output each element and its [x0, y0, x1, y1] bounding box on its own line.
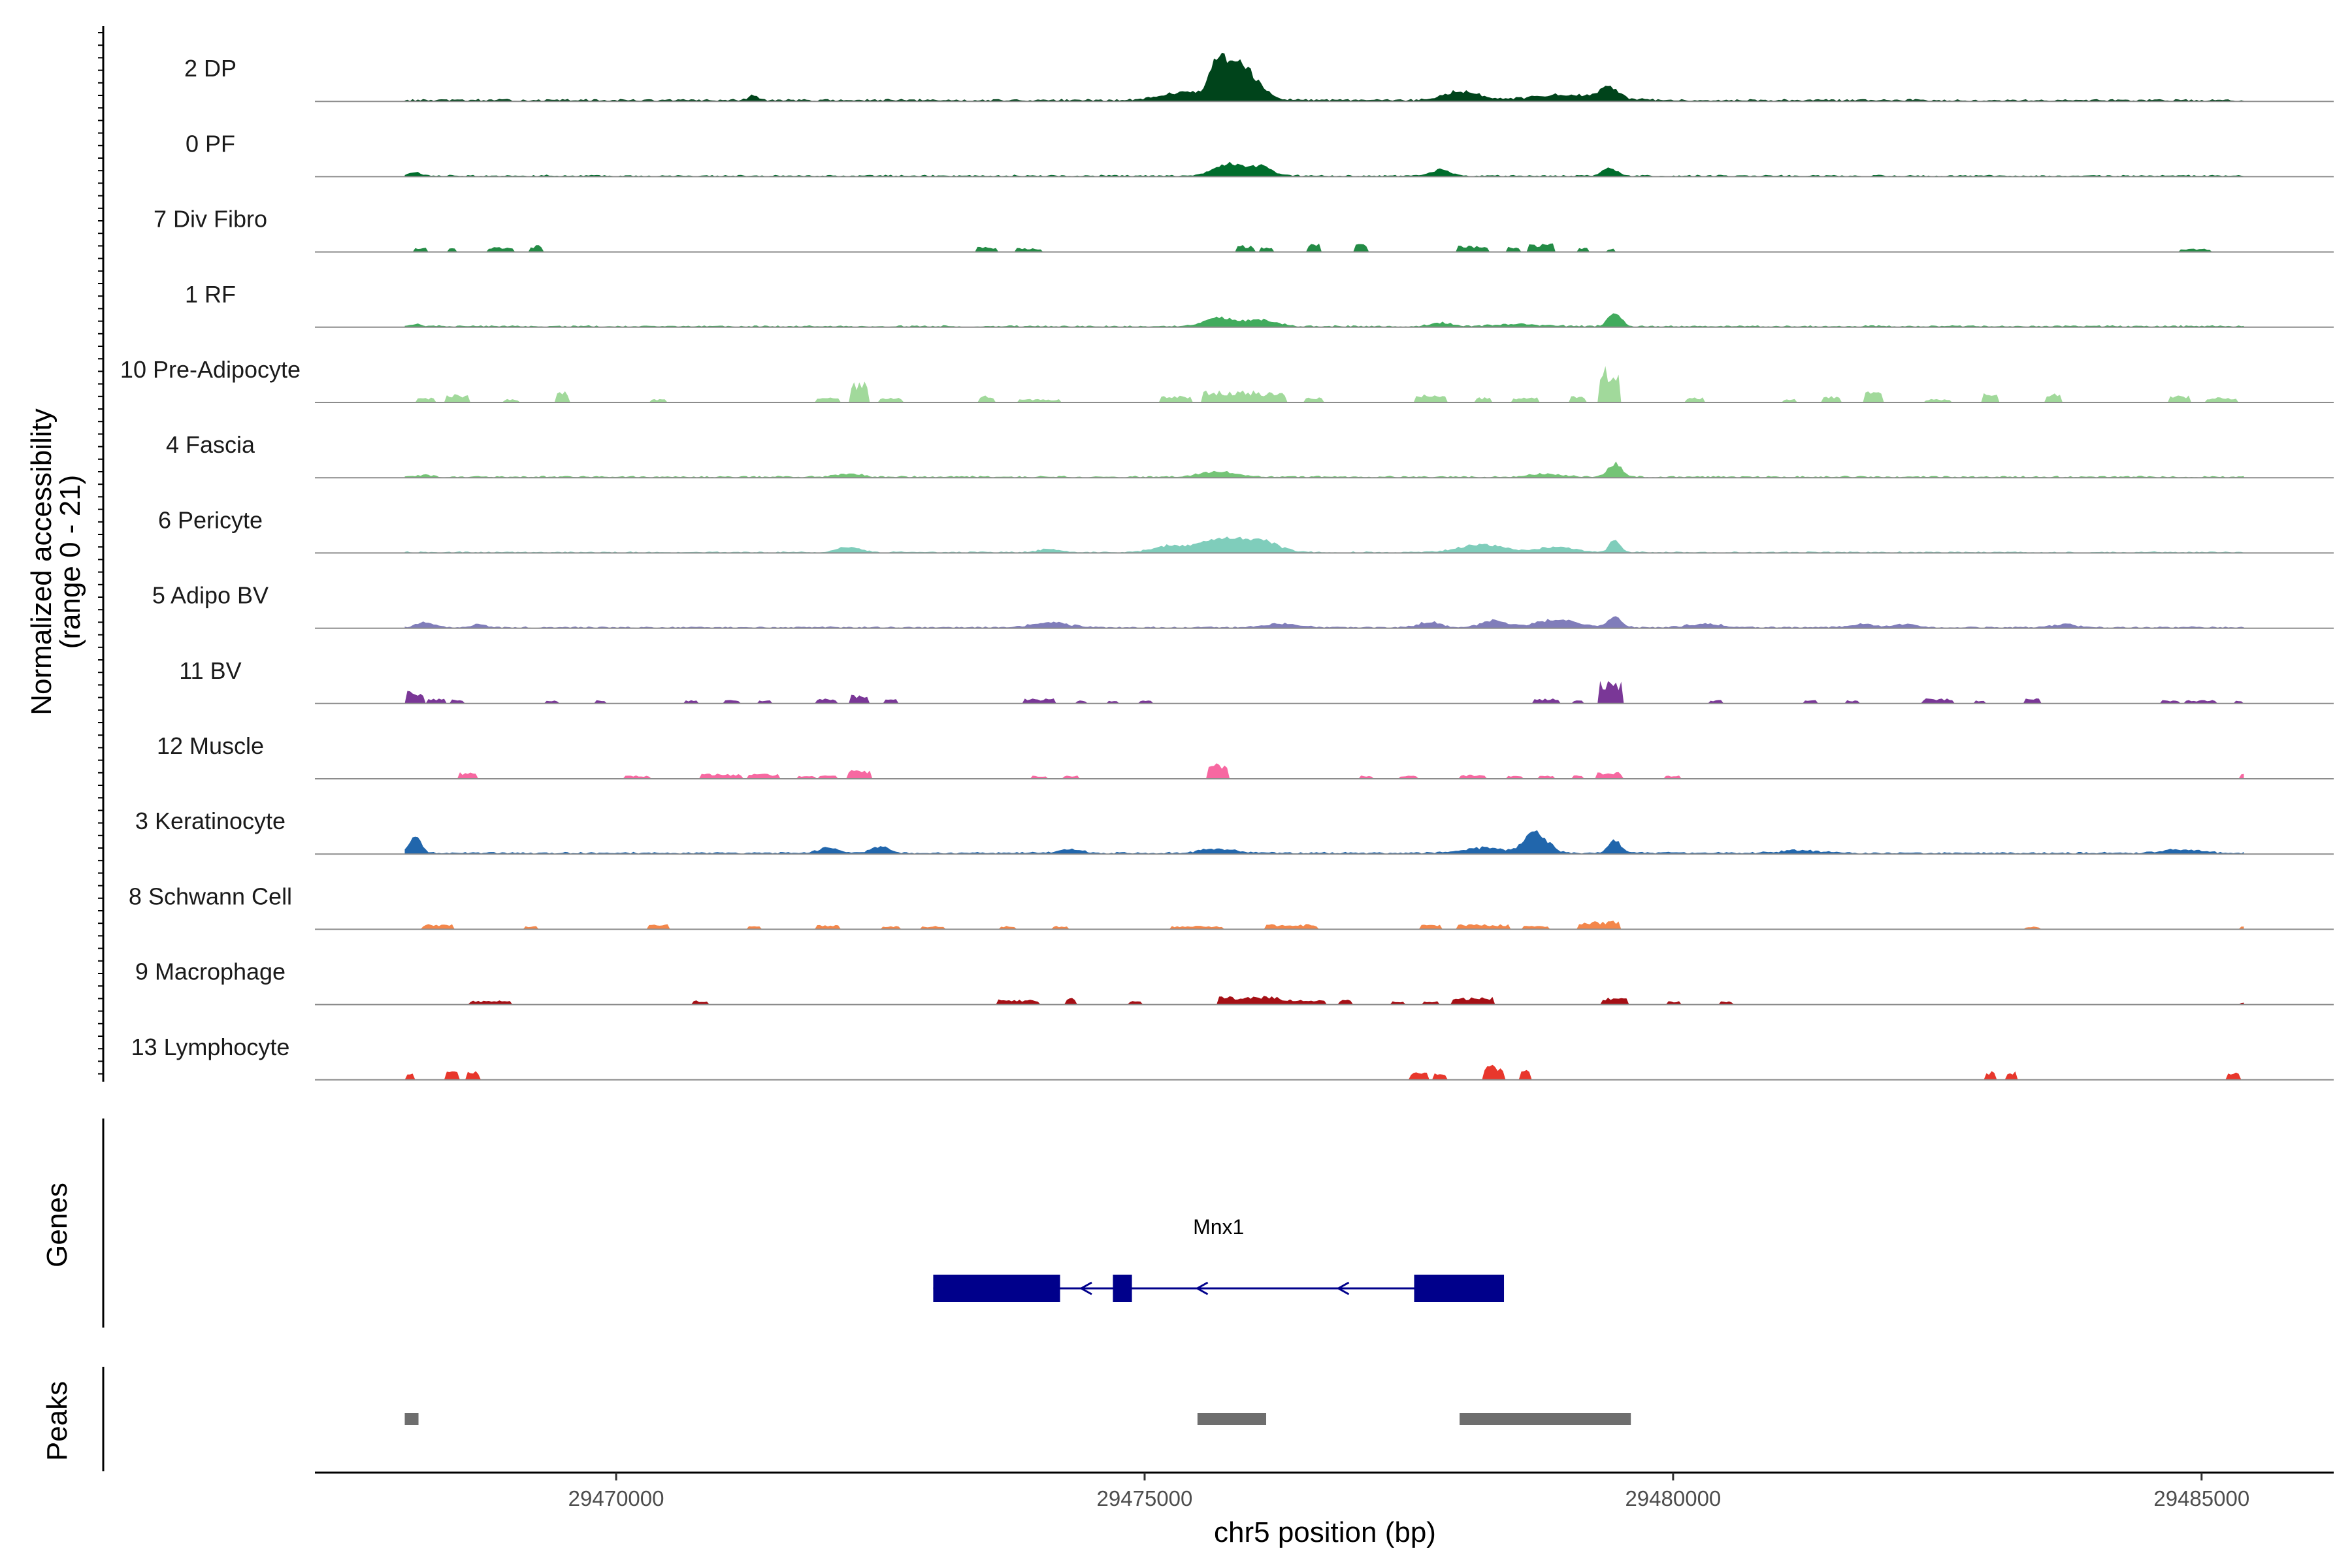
x-tick-label: 29480000: [1625, 1486, 1721, 1511]
track-8-schwann-cell: 8 Schwann Cell: [129, 883, 2334, 930]
track-area-2-dp: [404, 52, 2244, 102]
track-0-pf: 0 PF: [186, 130, 2334, 178]
peaks-panel-title: Peaks: [41, 1381, 73, 1461]
track-9-macrophage: 9 Macrophage: [135, 958, 2334, 1005]
track-label: 2 DP: [184, 55, 237, 82]
gene-exon: [1113, 1275, 1132, 1302]
track-10-pre-adipocyte: 10 Pre-Adipocyte: [120, 356, 2334, 403]
track-4-fascia: 4 Fascia: [166, 431, 2334, 479]
track-label: 7 Div Fibro: [154, 206, 267, 233]
track-label: 11 BV: [179, 657, 241, 684]
track-13-lymphocyte: 13 Lymphocyte: [131, 1034, 2334, 1081]
y-axis-accessibility: [98, 26, 105, 1082]
track-2-dp: 2 DP: [184, 52, 2334, 103]
track-area-1-rf: [404, 313, 2244, 327]
track-label: 4 Fascia: [166, 431, 255, 458]
track-area-3-keratinocyte: [404, 830, 2244, 855]
peaks-panel: [102, 1367, 1631, 1471]
x-tick-label: 29470000: [568, 1486, 664, 1511]
y-axis-title-line2: (range 0 - 21): [54, 475, 86, 649]
track-area-7-div-fibro: [404, 243, 2244, 252]
track-1-rf: 1 RF: [185, 281, 2334, 328]
track-3-keratinocyte: 3 Keratinocyte: [135, 808, 2334, 855]
gene-annotation-panel: Mnx1: [102, 1119, 1505, 1328]
accessibility-tracks: 2 DP 0 PF 7 Div Fibro 1 RF 10 Pre-Adipocyte 4…: [120, 52, 2334, 1081]
track-12-muscle: 12 Muscle: [157, 732, 2334, 779]
track-area-10-pre-adipocyte: [404, 366, 2244, 402]
track-label: 5 Adipo BV: [152, 582, 269, 609]
track-5-adipo-bv: 5 Adipo BV: [152, 582, 2334, 629]
track-label: 10 Pre-Adipocyte: [120, 356, 301, 383]
track-area-12-muscle: [404, 763, 2244, 779]
track-label: 6 Pericyte: [158, 506, 263, 533]
track-label: 13 Lymphocyte: [131, 1034, 290, 1060]
track-area-5-adipo-bv: [404, 616, 2244, 629]
x-tick-label: 29485000: [2153, 1486, 2249, 1511]
strand-arrow: [1079, 1281, 1092, 1296]
track-area-6-pericyte: [404, 536, 2244, 553]
track-11-bv: 11 BV: [179, 657, 2334, 704]
peak-region: [1460, 1413, 1631, 1425]
track-label: 0 PF: [186, 130, 235, 157]
track-area-0-pf: [404, 161, 2244, 177]
track-label: 9 Macrophage: [135, 958, 286, 985]
track-6-pericyte: 6 Pericyte: [158, 506, 2334, 554]
track-area-9-macrophage: [404, 996, 2244, 1005]
track-area-13-lymphocyte: [404, 1064, 2244, 1080]
x-axis-title: chr5 position (bp): [1214, 1516, 1436, 1548]
gene-exon: [1414, 1275, 1505, 1302]
track-label: 12 Muscle: [157, 732, 264, 759]
track-area-4-fascia: [404, 461, 2244, 478]
track-area-8-schwann-cell: [404, 921, 2244, 930]
track-label: 3 Keratinocyte: [135, 808, 286, 834]
strand-arrow: [1336, 1281, 1350, 1296]
genes-panel-title: Genes: [41, 1183, 73, 1267]
y-axis-title-line1: Normalized accessibility: [25, 408, 57, 715]
x-tick-label: 29475000: [1097, 1486, 1193, 1511]
gene-label: Mnx1: [1193, 1215, 1244, 1239]
peak-region: [1197, 1413, 1267, 1425]
x-axis: 29470000 29475000 29480000 29485000: [315, 1471, 2334, 1511]
track-label: 1 RF: [185, 281, 236, 308]
gene-mnx1: Mnx1: [933, 1215, 1505, 1302]
track-label: 8 Schwann Cell: [129, 883, 292, 909]
strand-arrow: [1195, 1281, 1209, 1296]
peak-region: [404, 1413, 419, 1425]
track-area-11-bv: [404, 681, 2244, 704]
gene-exon: [933, 1275, 1060, 1302]
track-7-div-fibro: 7 Div Fibro: [154, 206, 2334, 253]
